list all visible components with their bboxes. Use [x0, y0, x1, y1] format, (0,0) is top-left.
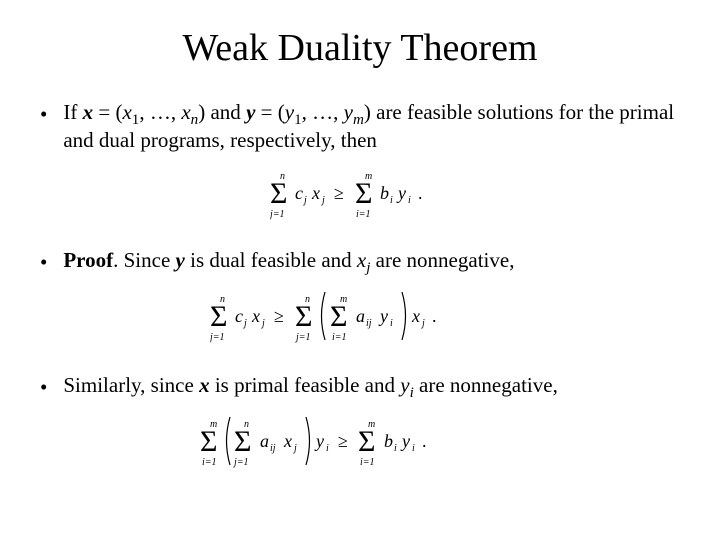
bullet-1: • If x = (x1, …, xn) and y = (y1, …, ym)…: [40, 98, 680, 155]
svg-text:j=1: j=1: [210, 332, 225, 343]
svg-text:j: j: [292, 443, 297, 454]
svg-text:≥: ≥: [338, 431, 348, 451]
svg-text:j=1: j=1: [294, 332, 311, 343]
svg-text:x: x: [283, 431, 292, 451]
svg-text:.: .: [432, 306, 437, 326]
svg-text:j: j: [260, 318, 265, 329]
bullet-2-text: Proof. Since y is dual feasible and xj a…: [63, 246, 680, 276]
svg-text:Σ: Σ: [210, 300, 227, 333]
formula-2: n Σ j=1 c j x j ≥ n Σ j=1 m Σ i=1 a ij y…: [40, 284, 680, 351]
svg-text:.: .: [422, 431, 427, 451]
svg-text:ij: ij: [270, 443, 276, 454]
svg-text:i=1: i=1: [356, 209, 371, 220]
svg-text:x: x: [311, 183, 320, 203]
svg-text:Σ: Σ: [295, 300, 312, 333]
svg-text:i=1: i=1: [360, 457, 375, 468]
bullet-marker: •: [40, 98, 47, 155]
svg-text:x: x: [251, 306, 260, 326]
svg-text:i: i: [408, 195, 411, 206]
bullet-marker: •: [40, 371, 47, 401]
svg-text:y: y: [314, 431, 324, 451]
bullet-3-text: Similarly, since x is primal feasible an…: [63, 371, 680, 401]
bullet-2: • Proof. Since y is dual feasible and xj…: [40, 246, 680, 276]
svg-text:j: j: [420, 318, 425, 329]
bullet-marker: •: [40, 246, 47, 276]
svg-text:≥: ≥: [334, 183, 344, 203]
bullet-3: • Similarly, since x is primal feasible …: [40, 371, 680, 401]
svg-text:y: y: [400, 431, 410, 451]
svg-text:Σ: Σ: [270, 177, 287, 210]
svg-text:≥: ≥: [274, 306, 284, 326]
svg-text:b: b: [384, 431, 393, 451]
svg-text:Σ: Σ: [355, 177, 372, 210]
svg-text:a: a: [356, 306, 365, 326]
svg-text:i: i: [326, 443, 329, 454]
svg-text:x: x: [411, 306, 420, 326]
svg-text:j=1: j=1: [232, 457, 249, 468]
svg-text:i: i: [412, 443, 415, 454]
slide-title: Weak Duality Theorem: [40, 26, 680, 70]
svg-text:Σ: Σ: [234, 425, 251, 458]
svg-text:ij: ij: [366, 318, 372, 329]
formula-3: m Σ i=1 n Σ j=1 a ij x j y i ≥ m Σ i=1 b…: [40, 409, 680, 476]
bullet-1-text: If x = (x1, …, xn) and y = (y1, …, ym) a…: [63, 98, 680, 155]
svg-text:Σ: Σ: [358, 425, 375, 458]
svg-text:i=1: i=1: [202, 457, 217, 468]
svg-text:c: c: [235, 306, 243, 326]
svg-text:j=1: j=1: [270, 209, 285, 220]
svg-text:y: y: [396, 183, 406, 203]
svg-text:.: .: [418, 183, 423, 203]
svg-text:Σ: Σ: [200, 425, 217, 458]
svg-text:i: i: [390, 195, 393, 206]
svg-text:j: j: [320, 195, 325, 206]
svg-text:i: i: [390, 318, 393, 329]
svg-text:a: a: [260, 431, 269, 451]
svg-text:Σ: Σ: [330, 300, 347, 333]
formula-1: n Σ j=1 c j x j ≥ m Σ i=1 b i y i .: [40, 163, 680, 226]
svg-text:i=1: i=1: [332, 332, 347, 343]
svg-text:b: b: [380, 183, 389, 203]
svg-text:y: y: [378, 306, 388, 326]
svg-text:i: i: [394, 443, 397, 454]
svg-text:c: c: [295, 183, 303, 203]
